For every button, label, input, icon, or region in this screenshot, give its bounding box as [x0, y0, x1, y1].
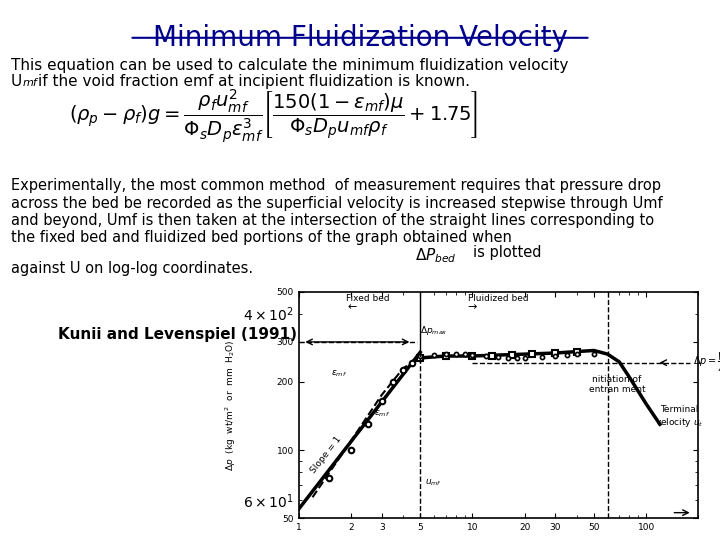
Text: Terminal
velocity $u_t$: Terminal velocity $u_t$: [655, 405, 703, 429]
Text: against U on log-log coordinates.: against U on log-log coordinates.: [11, 261, 253, 276]
Text: $\left(\rho_p - \rho_f\right)g = \dfrac{\rho_f u_{mf}^2}{\Phi_s D_p \varepsilon_: $\left(\rho_p - \rho_f\right)g = \dfrac{…: [69, 87, 478, 145]
Text: Slope = 1: Slope = 1: [310, 435, 343, 475]
X-axis label: Air velocity $u_c$ (cm/sec): Air velocity $u_c$ (cm/sec): [438, 538, 559, 540]
Text: $\Delta P_{bed}$: $\Delta P_{bed}$: [415, 247, 456, 266]
Text: is plotted: is plotted: [473, 245, 541, 260]
Text: nitiation of
entran ment: nitiation of entran ment: [589, 375, 645, 394]
Text: $\rightarrow$: $\rightarrow$: [464, 301, 477, 311]
Text: $u_{mf}$: $u_{mf}$: [425, 477, 441, 488]
Text: U: U: [11, 74, 22, 89]
Text: $\Delta p = \dfrac{W}{A}$: $\Delta p = \dfrac{W}{A}$: [693, 351, 720, 374]
Text: $\varepsilon_{mf}$: $\varepsilon_{mf}$: [330, 368, 347, 379]
Text: Experimentally, the most common method  of measurement requires that pressure dr: Experimentally, the most common method o…: [11, 178, 662, 245]
Text: $\varepsilon_{mf}$: $\varepsilon_{mf}$: [374, 408, 390, 419]
Text: Fluidized bed: Fluidized bed: [467, 294, 528, 302]
Text: Kunii and Levenspiel (1991): Kunii and Levenspiel (1991): [58, 327, 297, 342]
Text: $\Delta p_{max}$: $\Delta p_{max}$: [420, 324, 448, 337]
Text: $\leftarrow$: $\leftarrow$: [345, 301, 358, 311]
Text: Fixed bed: Fixed bed: [346, 294, 390, 302]
Text: if the void fraction emf at incipient fluidization is known.: if the void fraction emf at incipient fl…: [38, 74, 470, 89]
Text: This equation can be used to calculate the minimum fluidization velocity: This equation can be used to calculate t…: [11, 58, 568, 73]
Y-axis label: $\Delta p$  (kg  wt/m$^2$  or  mm  H$_2$O): $\Delta p$ (kg wt/m$^2$ or mm H$_2$O): [223, 339, 238, 471]
Text: mf: mf: [23, 78, 37, 89]
Text: Minimum Fluidization Velocity: Minimum Fluidization Velocity: [153, 24, 567, 52]
